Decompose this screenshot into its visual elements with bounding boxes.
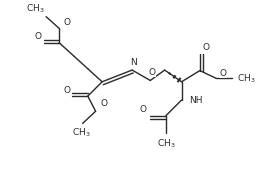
Text: CH$_3$: CH$_3$ [72,127,91,139]
Text: O: O [35,32,42,41]
Text: O: O [100,99,107,108]
Text: CH$_3$: CH$_3$ [26,3,45,15]
Text: CH$_3$: CH$_3$ [237,72,256,85]
Text: CH$_3$: CH$_3$ [157,137,175,150]
Text: O: O [220,69,226,78]
Text: O: O [64,18,71,27]
Text: N: N [130,58,137,67]
Text: O: O [148,67,155,77]
Text: O: O [140,105,146,114]
Text: NH: NH [189,96,202,105]
Text: O: O [203,43,210,52]
Text: O: O [63,86,70,95]
